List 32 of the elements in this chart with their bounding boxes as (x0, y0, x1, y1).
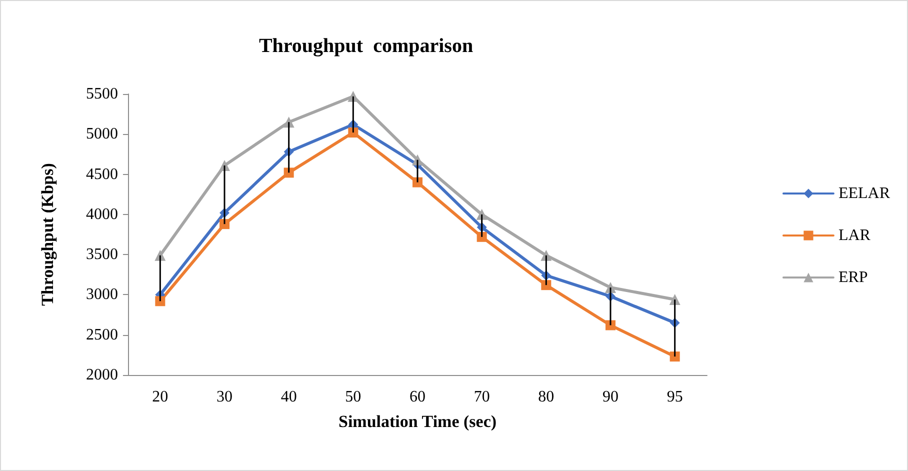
legend-label: ERP (838, 269, 868, 286)
x-tick-label: 40 (280, 388, 297, 406)
x-axis-title: Simulation Time (sec) (338, 412, 497, 431)
x-tick-label: 70 (474, 388, 490, 406)
y-tick-label: 4000 (86, 206, 118, 223)
legend-label: EELAR (838, 185, 890, 202)
x-tick-label: 30 (216, 388, 232, 406)
y-tick-label: 2000 (86, 366, 118, 384)
x-tick-label: 20 (152, 388, 168, 406)
x-tick-label: 60 (410, 388, 426, 406)
x-tick-label: 50 (345, 388, 362, 406)
y-tick-label: 3500 (86, 246, 118, 264)
point (284, 168, 294, 178)
chart-title: Throughput comparison (258, 35, 474, 57)
point (541, 280, 552, 290)
y-tick-label: 4500 (86, 166, 118, 183)
y-tick-label: 5500 (86, 86, 118, 102)
y-tick-label: 3000 (86, 286, 118, 304)
point (220, 219, 230, 230)
y-tick-label: 5000 (86, 126, 118, 143)
point (155, 296, 166, 306)
point (476, 232, 487, 242)
point (348, 128, 358, 138)
x-tick-label: 90 (602, 388, 618, 406)
x-tick-label: 95 (666, 388, 683, 406)
y-axis-title: Throughput (Kbps) (38, 163, 57, 306)
point (670, 352, 680, 362)
point (606, 320, 616, 330)
point (412, 177, 422, 188)
legend-label: LAR (838, 227, 871, 244)
x-tick-label: 80 (538, 388, 554, 406)
y-tick-label: 2500 (86, 326, 118, 344)
